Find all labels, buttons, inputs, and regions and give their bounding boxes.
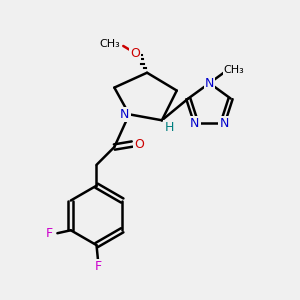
Text: O: O (135, 138, 145, 151)
Text: CH₃: CH₃ (100, 39, 120, 49)
Text: N: N (190, 117, 200, 130)
Text: H: H (165, 121, 174, 134)
Text: O: O (130, 47, 140, 60)
Text: F: F (46, 227, 53, 240)
Text: N: N (205, 76, 214, 90)
Text: N: N (219, 117, 229, 130)
Text: CH₃: CH₃ (224, 65, 244, 75)
Text: N: N (120, 108, 129, 121)
Text: F: F (94, 260, 101, 273)
